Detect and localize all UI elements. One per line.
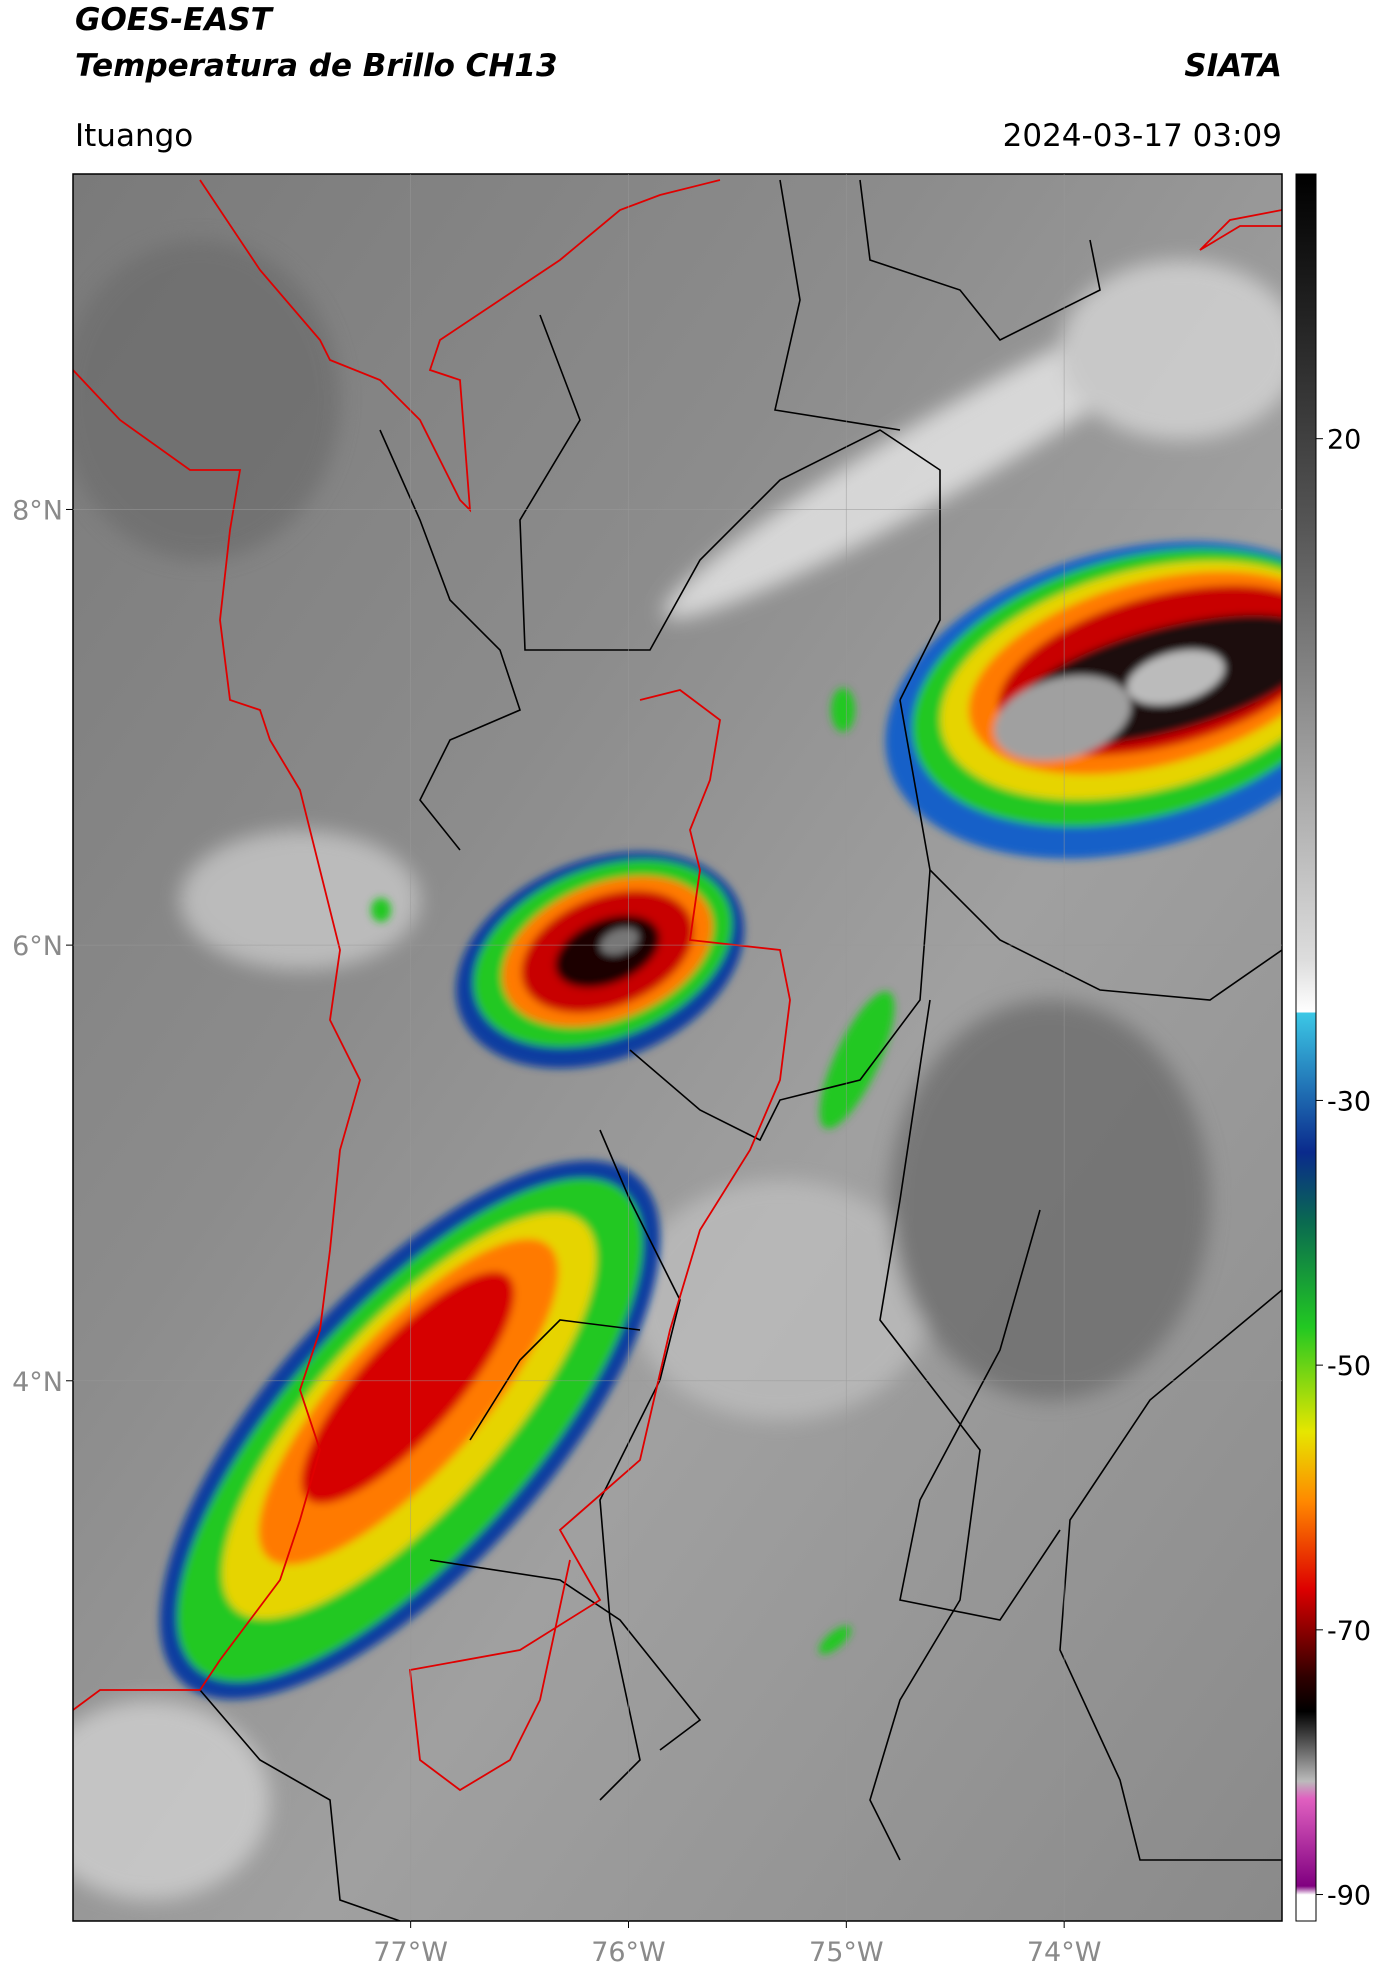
lat-tick-label: 6°N xyxy=(12,931,63,962)
colorbar-tick-label: -30 xyxy=(1327,1086,1371,1117)
satellite-image xyxy=(73,174,1282,1921)
subtitle: Temperatura de Brillo CH13 xyxy=(75,48,558,84)
location: Ituango xyxy=(75,118,193,154)
colorbar-tick-label: -50 xyxy=(1327,1351,1371,1382)
colorbar xyxy=(1295,173,1317,1922)
lon-tick-label: 75°W xyxy=(809,1937,884,1968)
lon-tick-label: 77°W xyxy=(373,1937,448,1968)
lat-tick-label: 4°N xyxy=(12,1367,63,1398)
colorbar-tick-label: 20 xyxy=(1327,425,1361,456)
title: GOES-EAST xyxy=(75,2,275,38)
colorbar-tick-label: -90 xyxy=(1327,1881,1371,1912)
map-frame xyxy=(72,173,1283,1922)
colorbar-tick-label: -70 xyxy=(1327,1616,1371,1647)
lon-tick-label: 74°W xyxy=(1027,1937,1102,1968)
borders xyxy=(199,179,1282,1921)
lon-tick-label: 76°W xyxy=(591,1937,666,1968)
lat-tick-label: 8°N xyxy=(12,495,63,526)
coastline xyxy=(73,179,1282,1792)
datetime: 2024-03-17 03:09 xyxy=(1003,118,1282,154)
source: SIATA xyxy=(1184,48,1282,84)
